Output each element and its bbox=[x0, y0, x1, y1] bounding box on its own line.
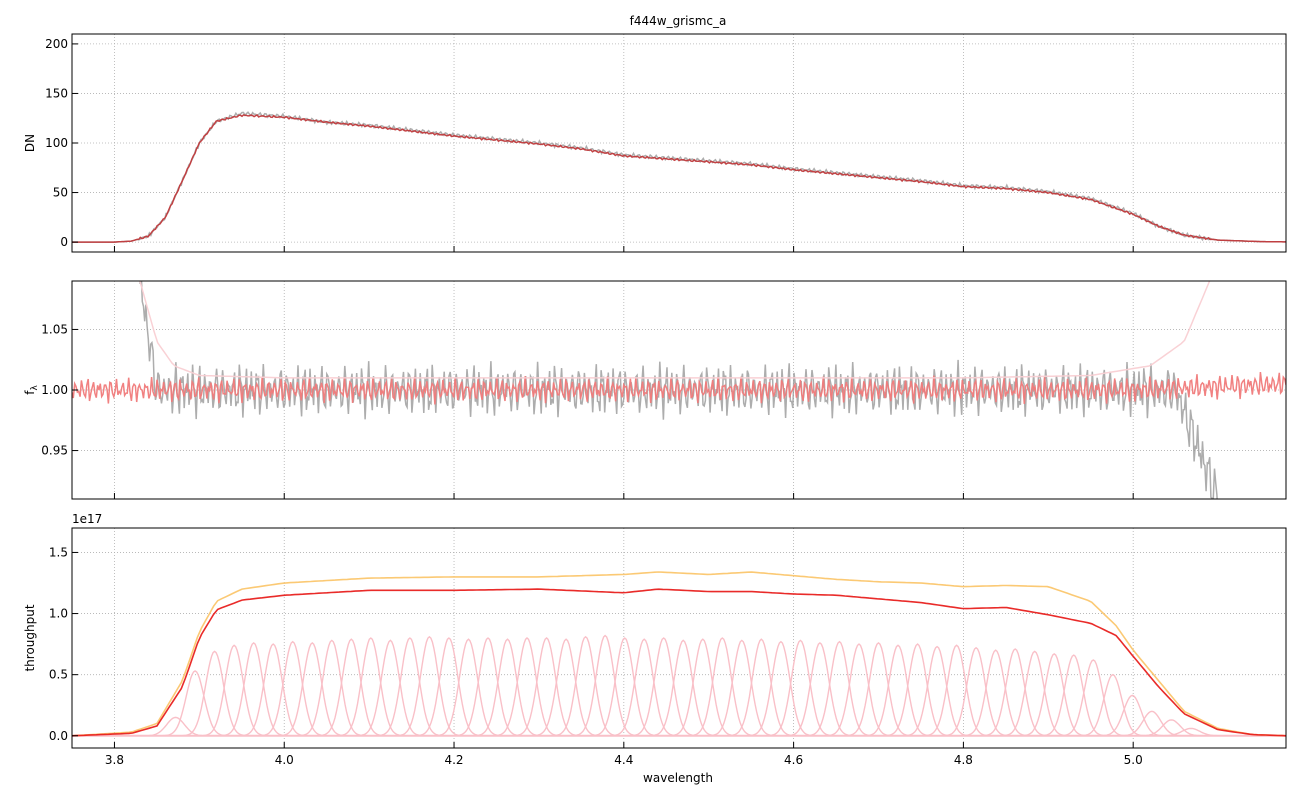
plot-area bbox=[72, 111, 1286, 243]
y-axis-label: throughput bbox=[23, 604, 37, 671]
series-line-total bbox=[72, 588, 1286, 737]
scale-offset-label: 1e17 bbox=[72, 512, 102, 526]
x-tick-label-4: 4.6 bbox=[784, 753, 803, 767]
y-tick-label-3: 1.5 bbox=[49, 545, 68, 559]
x-tick-label-0: 3.8 bbox=[105, 753, 124, 767]
series-line-observed-ratio bbox=[139, 281, 1218, 499]
series-line-model-ratio bbox=[72, 372, 1286, 405]
y-tick-label-2: 1.0 bbox=[49, 607, 68, 621]
axes-frame bbox=[71, 527, 1287, 749]
x-tick-label-2: 4.2 bbox=[444, 753, 463, 767]
panel-dn: 0 50 100 150 200 DN bbox=[23, 33, 1287, 253]
series-line-model bbox=[72, 114, 1286, 243]
x-tick-label-6: 5.0 bbox=[1124, 753, 1143, 767]
y-tick-label-2: 1.05 bbox=[41, 322, 68, 336]
x-tick-label-5: 4.8 bbox=[954, 753, 973, 767]
y-tick-label-1: 50 bbox=[53, 186, 68, 200]
x-tick-label-1: 4.0 bbox=[275, 753, 294, 767]
y-tick-label-0: 0.95 bbox=[41, 444, 68, 458]
figure-title: f444w_grismc_a bbox=[630, 14, 727, 28]
y-tick-label-2: 100 bbox=[45, 136, 68, 150]
y-axis-label-main: f bbox=[23, 390, 37, 395]
panel-throughput: 3.8 4.0 4.2 4.4 4.6 4.8 5.0 0.0 0.5 1.0 1.5 through… bbox=[23, 512, 1287, 767]
x-axis-label: wavelength bbox=[643, 771, 713, 785]
y-axis-label: fλ bbox=[23, 385, 40, 395]
y-tick-label-0: 0 bbox=[60, 235, 68, 249]
y-tick-label-1: 0.5 bbox=[49, 668, 68, 682]
series-line-envelope bbox=[139, 281, 1211, 379]
y-axis-label: DN bbox=[23, 134, 37, 152]
plot-area bbox=[72, 571, 1286, 737]
x-tick-label-3: 4.4 bbox=[614, 753, 633, 767]
y-tick-label-1: 1.00 bbox=[41, 383, 68, 397]
plot-area bbox=[72, 281, 1286, 499]
series-line-upper-envelope bbox=[72, 571, 1286, 737]
y-axis-label-sub: λ bbox=[30, 385, 40, 391]
y-tick-label-3: 150 bbox=[45, 86, 68, 100]
y-tick-label-4: 200 bbox=[45, 37, 68, 51]
panel-flux-ratio: 0.95 1.00 1.05 fλ bbox=[23, 280, 1287, 500]
y-tick-label-0: 0.0 bbox=[49, 729, 68, 743]
